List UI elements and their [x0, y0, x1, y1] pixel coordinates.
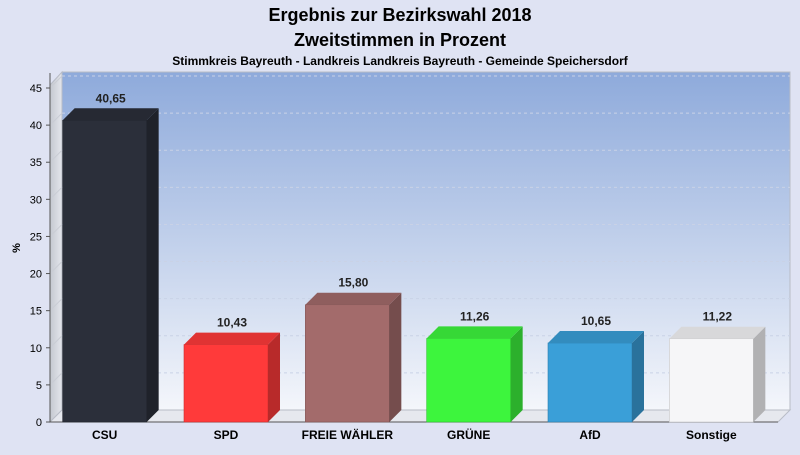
y-tick-label: 0 — [36, 417, 42, 429]
x-tick-label: Sonstige — [686, 428, 737, 442]
bar-spd — [183, 332, 280, 423]
grid-line-side — [49, 112, 63, 126]
bar-csu — [62, 108, 159, 423]
bar-value-label: 11,26 — [460, 309, 490, 323]
grid-line-side — [49, 149, 63, 163]
grid-line-side — [49, 224, 63, 237]
bar-afd — [547, 330, 644, 423]
plot-back-wall — [61, 71, 791, 411]
chart-title: Ergebnis zur Bezirkswahl 2018 — [268, 5, 531, 25]
bar-value-label: 10,65 — [581, 314, 611, 328]
x-tick-layer: CSU SPD FREIE WÄHLER GRÜNE AfD Sonstige — [92, 427, 737, 442]
grid-line-side — [49, 372, 63, 386]
bar-front — [669, 338, 754, 423]
bar-side — [146, 108, 159, 422]
chart-subtitle: Zweitstimmen in Prozent — [294, 30, 506, 50]
y-tick-label: 25 — [30, 231, 42, 243]
y-tick-label: 40 — [30, 120, 42, 132]
bar-top — [62, 108, 159, 121]
grid-line-side — [49, 261, 63, 274]
bar-side — [389, 292, 402, 422]
bar-sonstige — [669, 326, 766, 423]
bar-freie-wähler — [305, 292, 402, 423]
y-tick-label: 5 — [36, 380, 42, 392]
y-tick-label: 45 — [30, 83, 42, 95]
bar-value-label: 40,65 — [96, 91, 126, 105]
grid-line-side — [49, 298, 63, 312]
bar-top — [426, 326, 523, 339]
bar-front — [426, 338, 511, 423]
bar-front — [547, 342, 633, 423]
x-tick-label: AfD — [579, 428, 601, 442]
bar-value-label: 11,22 — [703, 310, 733, 324]
bar-value-label: 15,80 — [338, 276, 368, 290]
x-tick-label: CSU — [92, 428, 117, 442]
x-tick-label: SPD — [214, 428, 239, 442]
bar-value-label: 10,43 — [217, 316, 247, 330]
bar-front — [62, 119, 147, 423]
bar-side — [632, 330, 644, 422]
grid-layer — [49, 75, 790, 386]
bar-top — [669, 326, 766, 339]
bar-side — [753, 326, 766, 422]
y-tick-label: 20 — [30, 269, 42, 281]
y-tick-label: 35 — [30, 157, 42, 169]
chart-subsubtitle: Stimmkreis Bayreuth - Landkreis Landkrei… — [172, 54, 628, 68]
bar-side — [268, 332, 280, 422]
y-tick-layer: 0 5 10 15 20 25 30 35 40 45 — [30, 83, 50, 429]
bar-top — [184, 332, 280, 345]
left-wall — [49, 70, 63, 424]
bar-top — [548, 330, 644, 343]
y-tick-label: 15 — [30, 306, 42, 318]
y-tick-label: 30 — [30, 194, 42, 206]
bar-top — [305, 292, 402, 305]
y-axis-label: % — [11, 243, 23, 253]
bar-side — [510, 326, 523, 422]
grid-line-side — [49, 75, 63, 89]
grid-line-side — [49, 335, 63, 349]
bar-front — [183, 344, 269, 423]
bar-front — [305, 304, 390, 423]
bar-grüne — [426, 326, 523, 423]
y-tick-label: 10 — [30, 343, 42, 355]
x-tick-label: FREIE WÄHLER — [302, 427, 394, 442]
bar-layer: 40,65 10,43 15,80 11,26 10,65 11,22 — [62, 91, 766, 423]
x-tick-label: GRÜNE — [447, 427, 490, 442]
grid-line-side — [49, 186, 63, 200]
